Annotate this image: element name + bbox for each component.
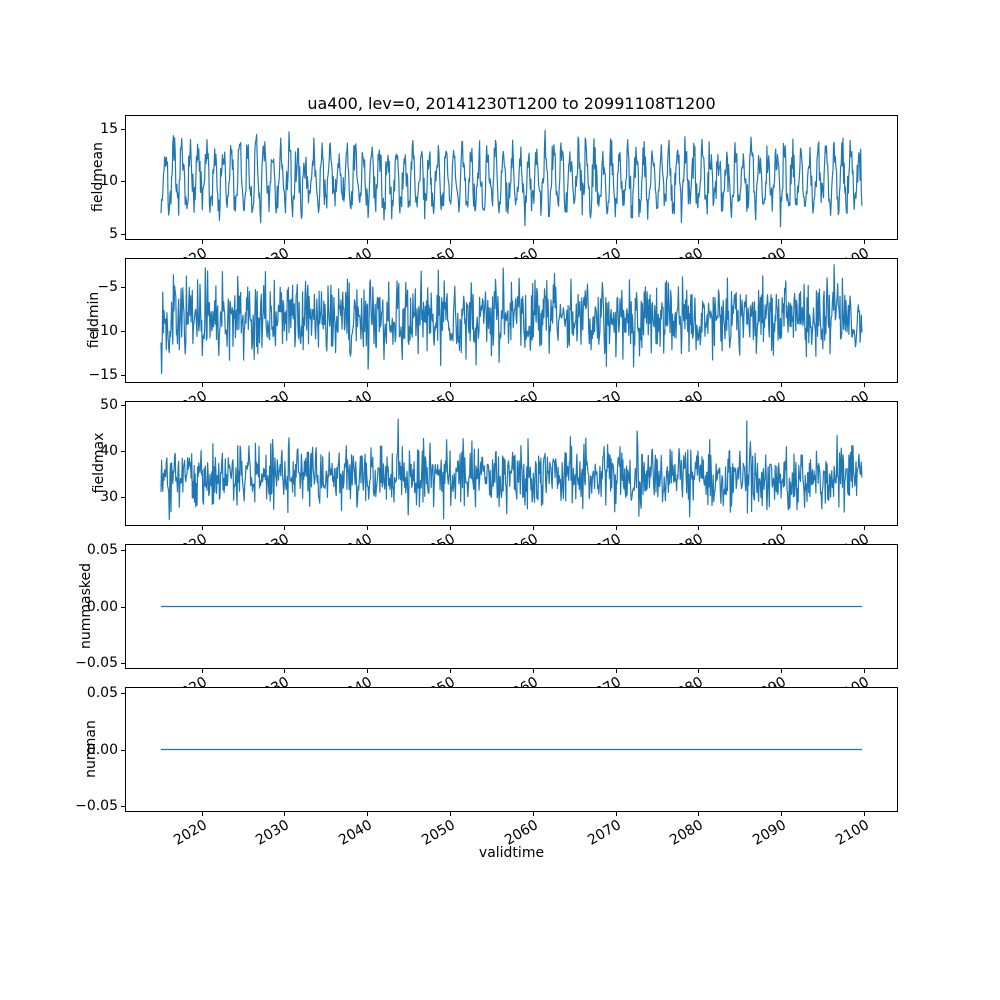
x-tick-mark xyxy=(533,383,534,387)
x-tick-mark xyxy=(202,240,203,244)
x-tick-mark xyxy=(284,669,285,673)
x-tick-mark xyxy=(781,383,782,387)
y-tick-label: 15 xyxy=(100,121,118,137)
x-tick-mark xyxy=(450,383,451,387)
x-tick-mark xyxy=(616,812,617,816)
y-tick-mark xyxy=(121,663,125,664)
x-tick-mark xyxy=(864,812,865,816)
x-tick-mark xyxy=(533,240,534,244)
ylabel-fieldmin: fieldmin xyxy=(86,291,102,349)
y-tick-label: 0.00 xyxy=(86,742,118,758)
axes-fieldmean xyxy=(125,115,898,240)
x-tick-mark xyxy=(202,383,203,387)
x-tick-mark xyxy=(864,240,865,244)
y-tick-mark xyxy=(121,181,125,182)
x-tick-mark xyxy=(864,669,865,673)
x-tick-mark xyxy=(284,240,285,244)
line-plot-fieldmin xyxy=(160,264,863,375)
x-tick-mark xyxy=(284,812,285,816)
axes-fieldmin xyxy=(125,258,898,383)
y-tick-mark xyxy=(121,806,125,807)
x-tick-mark xyxy=(367,383,368,387)
y-tick-mark xyxy=(121,451,125,452)
x-tick-mark xyxy=(864,383,865,387)
x-tick-mark xyxy=(698,383,699,387)
x-tick-mark xyxy=(781,669,782,673)
y-tick-mark xyxy=(121,750,125,751)
line-series-fieldmean xyxy=(160,129,863,228)
y-tick-mark xyxy=(121,331,125,332)
y-tick-label: −0.05 xyxy=(75,798,118,814)
x-tick-mark xyxy=(202,669,203,673)
x-tick-mark xyxy=(450,526,451,530)
x-tick-mark xyxy=(367,669,368,673)
y-tick-label: 0.00 xyxy=(86,599,118,615)
x-tick-mark xyxy=(781,812,782,816)
y-tick-label: 5 xyxy=(109,226,118,242)
x-tick-mark xyxy=(202,526,203,530)
y-tick-mark xyxy=(121,405,125,406)
line-plot-fieldmean xyxy=(160,129,863,228)
x-tick-mark xyxy=(367,240,368,244)
axes-fieldmax xyxy=(125,401,898,526)
x-tick-mark xyxy=(533,526,534,530)
y-tick-mark xyxy=(121,375,125,376)
y-tick-mark xyxy=(121,607,125,608)
x-tick-mark xyxy=(616,669,617,673)
x-tick-mark xyxy=(450,812,451,816)
y-tick-label: 40 xyxy=(100,443,118,459)
xlabel: validtime xyxy=(478,845,545,861)
x-tick-mark xyxy=(616,383,617,387)
y-tick-label: −5 xyxy=(97,279,118,295)
y-tick-mark xyxy=(121,497,125,498)
chart-title: ua400, lev=0, 20141230T1200 to 20991108T… xyxy=(307,94,716,113)
x-tick-mark xyxy=(781,526,782,530)
x-tick-mark xyxy=(367,812,368,816)
line-plot-fieldmax xyxy=(160,418,863,521)
line-plot-numnan xyxy=(161,748,862,751)
y-tick-label: 30 xyxy=(100,489,118,505)
y-tick-label: −0.05 xyxy=(75,655,118,671)
x-tick-mark xyxy=(202,812,203,816)
y-tick-mark xyxy=(121,693,125,694)
x-tick-mark xyxy=(533,669,534,673)
x-tick-mark xyxy=(450,669,451,673)
line-series-fieldmin xyxy=(160,264,863,375)
x-tick-mark xyxy=(533,812,534,816)
y-tick-label: 0.05 xyxy=(86,542,118,558)
y-tick-mark xyxy=(121,234,125,235)
x-tick-mark xyxy=(284,383,285,387)
x-tick-mark xyxy=(284,526,285,530)
x-tick-mark xyxy=(698,669,699,673)
line-plot-nummasked xyxy=(161,605,862,608)
axes-nummasked xyxy=(125,544,898,669)
y-tick-label: 0.05 xyxy=(86,685,118,701)
x-tick-mark xyxy=(367,526,368,530)
ylabel-fieldmax: fieldmax xyxy=(91,432,107,494)
x-tick-mark xyxy=(864,526,865,530)
x-tick-mark xyxy=(616,526,617,530)
axes-numnan xyxy=(125,687,898,812)
y-tick-label: −10 xyxy=(88,323,118,339)
y-tick-mark xyxy=(121,287,125,288)
x-tick-mark xyxy=(450,240,451,244)
line-series-fieldmax xyxy=(160,418,863,521)
x-tick-mark xyxy=(698,812,699,816)
x-tick-mark xyxy=(616,240,617,244)
y-tick-label: −15 xyxy=(88,367,118,383)
y-tick-mark xyxy=(121,550,125,551)
x-tick-mark xyxy=(781,240,782,244)
y-tick-label: 10 xyxy=(100,173,118,189)
y-tick-mark xyxy=(121,129,125,130)
x-tick-mark xyxy=(698,526,699,530)
x-tick-mark xyxy=(698,240,699,244)
y-tick-label: 50 xyxy=(100,397,118,413)
